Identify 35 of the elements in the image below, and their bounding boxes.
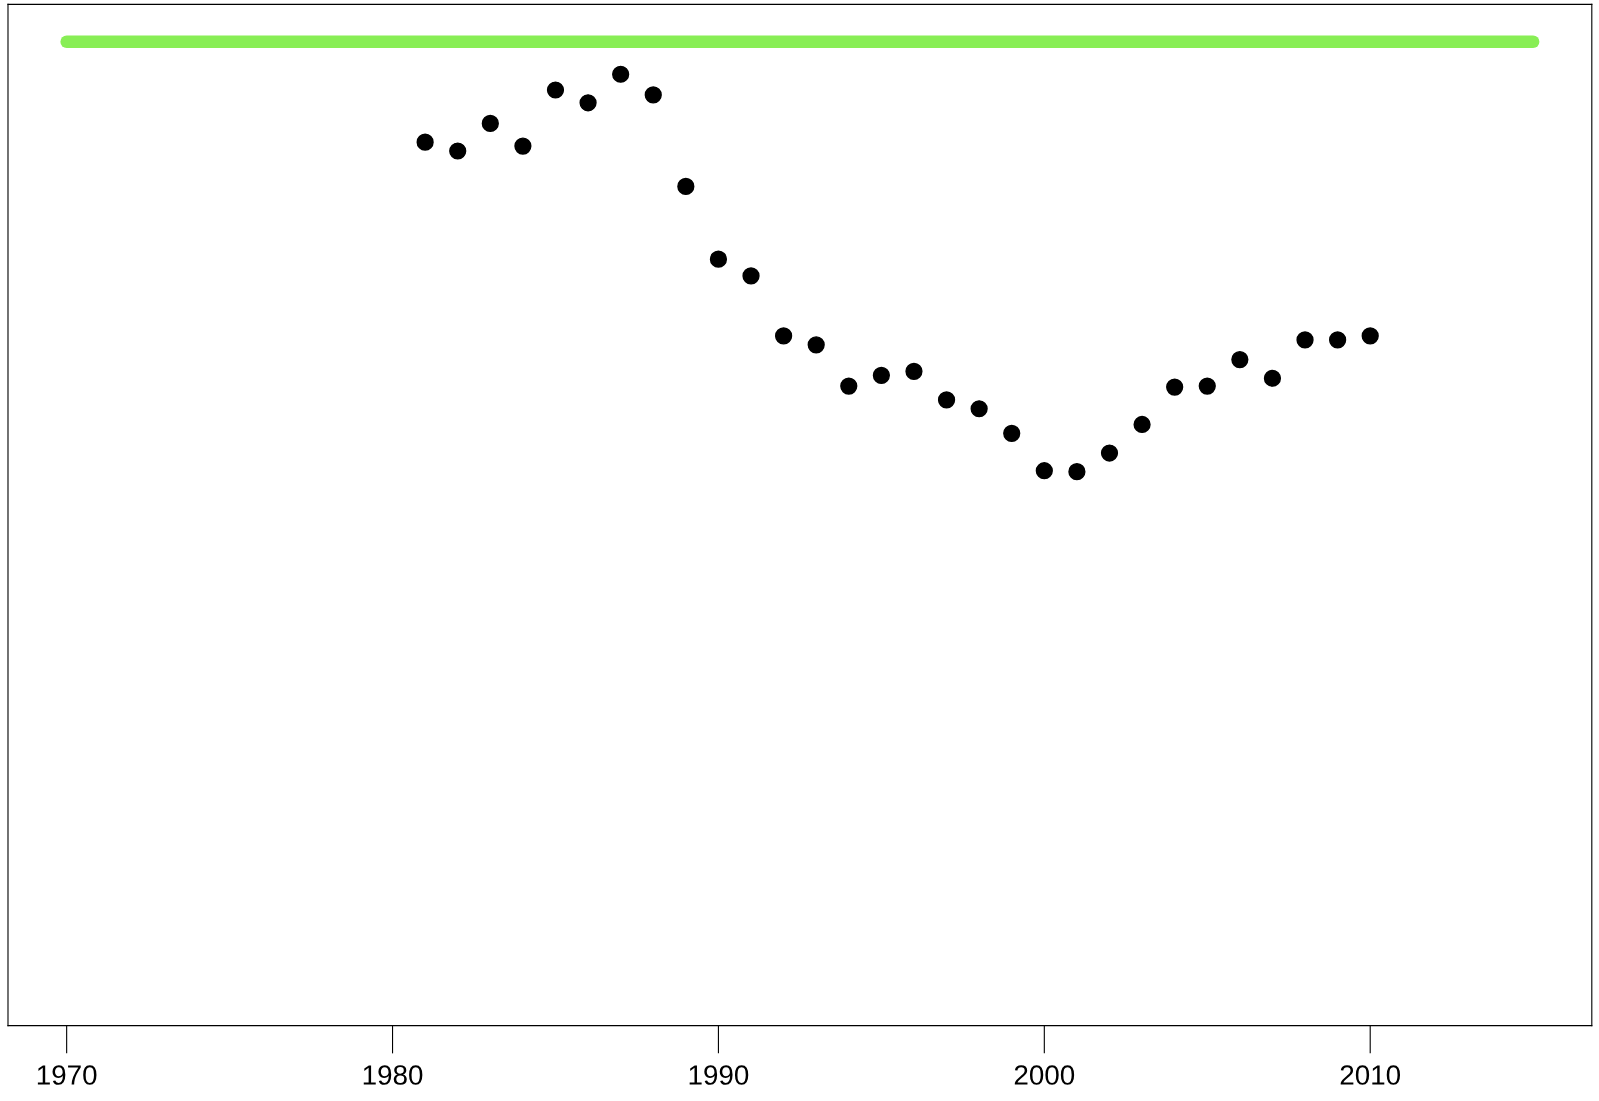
point (1361, 327, 1379, 345)
point (449, 142, 467, 160)
point (1133, 415, 1151, 434)
point (1263, 369, 1282, 387)
point (481, 114, 499, 133)
point (1100, 444, 1119, 462)
point (970, 400, 988, 418)
x-tick-label: 1970 (37, 1065, 97, 1085)
point (742, 267, 760, 285)
point (546, 81, 565, 99)
point (612, 65, 630, 83)
x-tick-label: 2000 (1014, 1065, 1075, 1085)
point (905, 362, 923, 380)
point (677, 177, 695, 196)
point (416, 133, 434, 151)
point (937, 391, 956, 409)
point (514, 137, 532, 155)
point (1328, 331, 1347, 349)
point (644, 86, 662, 104)
point (1003, 424, 1021, 442)
x-tick-label: 1980 (363, 1065, 423, 1085)
x-tick-label: 2010 (1340, 1065, 1401, 1085)
point (709, 250, 728, 268)
point (1296, 331, 1314, 349)
x-tick-label: 1990 (689, 1065, 749, 1085)
point (774, 327, 793, 345)
point (807, 336, 825, 354)
point (1068, 463, 1086, 481)
point (1166, 378, 1184, 396)
point (840, 377, 858, 395)
point (1035, 462, 1053, 480)
point (1231, 350, 1249, 369)
point (1198, 377, 1216, 395)
point (872, 366, 890, 384)
point (579, 94, 597, 112)
